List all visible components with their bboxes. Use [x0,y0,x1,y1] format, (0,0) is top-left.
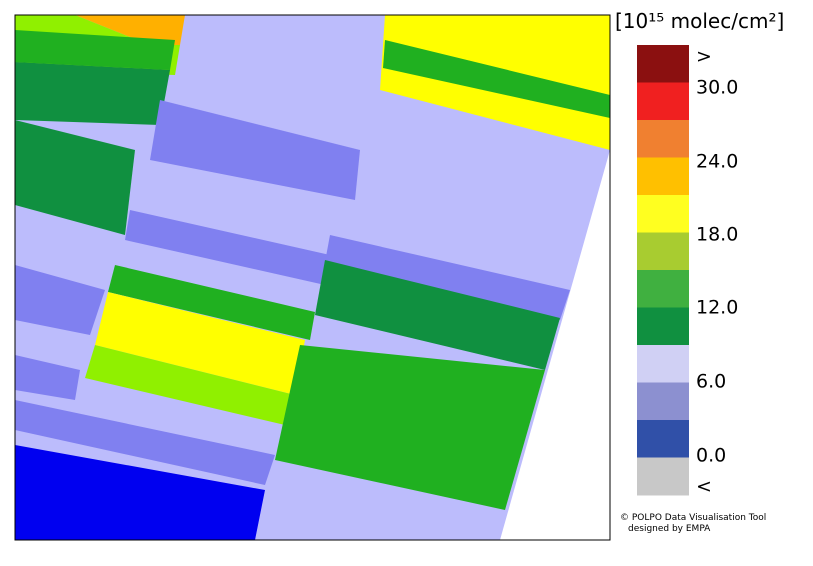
swath [15,265,105,335]
colorbar-label: > [696,46,712,68]
colorbar-swatch [637,232,689,271]
swath [108,265,315,340]
credit: © POLPO Data Visualisation Tool [620,513,766,523]
colorbar-swatch [637,382,689,421]
swath [275,345,545,510]
swath [383,40,610,118]
swath [15,120,135,235]
colorbar-swatch [637,270,689,308]
colorbar-swatch [637,457,689,496]
colorbar-swatch [637,45,689,83]
swath [95,292,305,395]
colorbar-label: < [696,476,712,498]
colorbar: >30.0 24.0 18.0 12.0 6.0 0.0 < [637,45,738,498]
colorbar-swatch [637,120,689,158]
credit: designed by EMPA [628,524,711,534]
swath [315,260,560,370]
swath [15,62,170,125]
map-frame [14,14,611,541]
colorbar-label: 0.0 [696,445,726,467]
map [14,14,611,541]
colorbar-label: 18.0 [696,224,738,246]
colorbar-swatch [637,345,689,383]
swath [15,355,80,400]
swath [125,210,330,285]
swath [15,445,265,540]
swath [15,400,275,485]
colorbar-swatch [637,307,689,346]
swath [75,15,185,45]
colorbar-label: 30.0 [696,77,738,99]
swath [15,30,175,70]
colorbar-swatch [637,195,689,233]
swath [85,345,295,425]
colorbar-label: 24.0 [696,151,738,173]
colorbar-label: 6.0 [696,371,726,393]
colorbar-swatch [637,82,689,121]
legend-title: [10¹⁵ molec/cm²] [615,9,784,33]
colorbar-swatch [637,420,689,458]
swath [325,235,570,320]
colorbar-swatch [637,157,689,196]
swath [150,100,360,200]
colorbar-label: 12.0 [696,297,738,319]
